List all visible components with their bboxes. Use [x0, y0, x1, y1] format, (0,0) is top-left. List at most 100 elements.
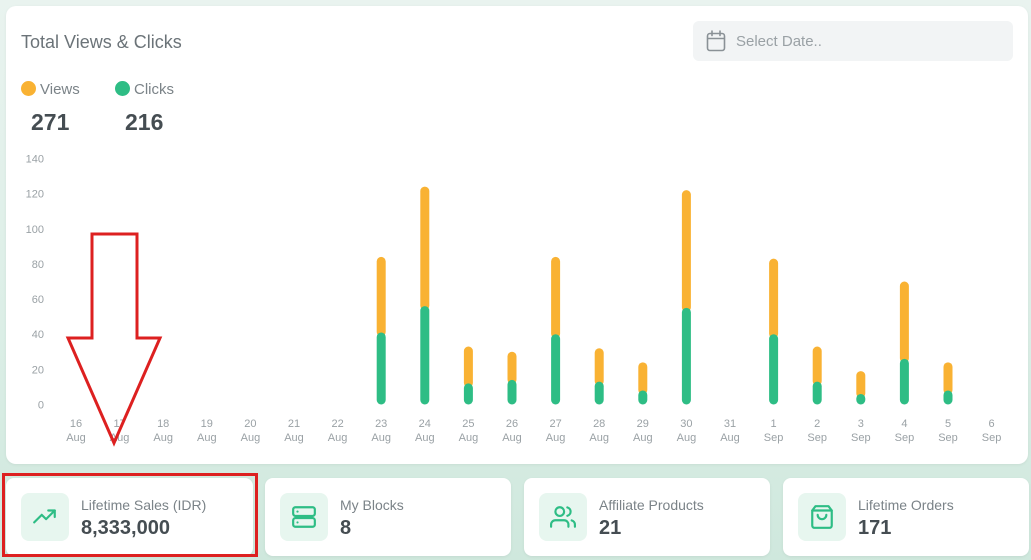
- x-tick-month: Sep: [982, 432, 1002, 444]
- views-bar[interactable]: [681, 190, 691, 312]
- views-bar[interactable]: [899, 281, 909, 363]
- x-tick-month: Aug: [546, 432, 566, 444]
- y-tick-label: 40: [32, 329, 44, 341]
- legend-clicks-label: Clicks: [134, 81, 174, 98]
- clicks-bar[interactable]: [812, 381, 822, 405]
- y-tick-label: 120: [26, 189, 44, 201]
- stat-label: My Blocks: [340, 497, 404, 513]
- y-tick-label: 60: [32, 294, 44, 306]
- views-bar[interactable]: [638, 362, 648, 395]
- x-tick-month: Aug: [633, 432, 653, 444]
- views-bar[interactable]: [943, 362, 953, 395]
- y-tick-label: 0: [38, 400, 44, 412]
- bar-chart: 0 20 40 60 80 100 120 140 16 Aug 17 Aug 18 Aug 19 Aug 20…: [26, 154, 1002, 445]
- x-tick-month: Sep: [764, 432, 784, 444]
- views-total: 271: [31, 109, 70, 135]
- x-tick-month: Aug: [241, 432, 261, 444]
- users-icon: [539, 493, 587, 541]
- y-tick-label: 20: [32, 364, 44, 376]
- clicks-bar[interactable]: [463, 383, 473, 405]
- x-tick-month: Aug: [720, 432, 740, 444]
- stat-value: 171: [858, 517, 892, 539]
- stat-label: Lifetime Sales (IDR): [81, 497, 207, 513]
- y-tick-label: 140: [26, 154, 44, 166]
- x-tick-month: Aug: [110, 432, 130, 444]
- x-tick-month: Aug: [284, 432, 304, 444]
- trending-up-icon: [21, 493, 69, 541]
- stat-card-lifetime-orders[interactable]: Lifetime Orders 171: [783, 478, 1029, 556]
- clicks-bar[interactable]: [420, 306, 430, 405]
- x-tick-month: Aug: [459, 432, 479, 444]
- clicks-bar[interactable]: [856, 393, 866, 405]
- x-tick-day: 4: [901, 418, 907, 430]
- x-tick-day: 29: [637, 418, 649, 430]
- clicks-bar[interactable]: [681, 307, 691, 405]
- stat-value: 8,333,000: [81, 517, 170, 539]
- views-bar[interactable]: [420, 186, 430, 311]
- x-tick-month: Sep: [938, 432, 958, 444]
- x-tick-day: 21: [288, 418, 300, 430]
- x-tick-day: 18: [157, 418, 169, 430]
- stat-value: 8: [340, 517, 352, 539]
- x-tick-day: 3: [858, 418, 864, 430]
- stat-card-my-blocks[interactable]: My Blocks 8: [265, 478, 511, 556]
- y-tick-label: 100: [26, 224, 44, 236]
- x-tick-month: Aug: [153, 432, 173, 444]
- x-tick-day: 5: [945, 418, 951, 430]
- y-tick-label: 80: [32, 259, 44, 271]
- x-tick-month: Aug: [677, 432, 697, 444]
- views-bar[interactable]: [769, 258, 779, 339]
- x-tick-month: Sep: [851, 432, 871, 444]
- x-tick-day: 22: [331, 418, 343, 430]
- views-clicks-card: Total Views & Clicks Select Date.. Views…: [6, 6, 1028, 464]
- clicks-bar[interactable]: [769, 334, 779, 405]
- x-tick-month: Aug: [415, 432, 435, 444]
- x-tick-month: Aug: [328, 432, 348, 444]
- x-tick-day: 30: [680, 418, 692, 430]
- x-tick-day: 17: [113, 418, 125, 430]
- views-bar[interactable]: [594, 348, 604, 386]
- views-bar[interactable]: [856, 371, 866, 398]
- x-tick-day: 28: [593, 418, 605, 430]
- x-tick-day: 2: [814, 418, 820, 430]
- x-tick-day: 16: [70, 418, 82, 430]
- x-tick-day: 19: [201, 418, 213, 430]
- clicks-bar[interactable]: [594, 381, 604, 405]
- views-dot: [21, 81, 36, 96]
- calendar-icon: [706, 30, 726, 57]
- clicks-total: 216: [125, 109, 164, 135]
- clicks-bar[interactable]: [551, 334, 561, 405]
- legend-views-label: Views: [40, 81, 80, 98]
- x-tick-month: Aug: [371, 432, 391, 444]
- stat-card-lifetime-sales[interactable]: Lifetime Sales (IDR) 8,333,000: [6, 478, 253, 556]
- clicks-bar[interactable]: [638, 390, 648, 405]
- clicks-bar[interactable]: [899, 358, 909, 405]
- views-bar[interactable]: [812, 346, 822, 386]
- stat-value: 21: [599, 517, 622, 539]
- x-tick-month: Aug: [66, 432, 86, 444]
- legend-views[interactable]: Views: [21, 81, 80, 98]
- views-bar[interactable]: [551, 256, 561, 339]
- stat-label: Lifetime Orders: [858, 497, 954, 513]
- stat-card-affiliate-products[interactable]: Affiliate Products 21: [524, 478, 770, 556]
- x-tick-day: 31: [724, 418, 736, 430]
- x-tick-day: 23: [375, 418, 387, 430]
- x-tick-day: 24: [419, 418, 431, 430]
- clicks-bar[interactable]: [943, 390, 953, 405]
- x-tick-day: 26: [506, 418, 518, 430]
- x-tick-month: Aug: [589, 432, 609, 444]
- views-bar[interactable]: [376, 256, 386, 337]
- clicks-bar[interactable]: [507, 379, 517, 405]
- views-bar[interactable]: [463, 346, 473, 388]
- shopping-bag-icon: [798, 493, 846, 541]
- x-tick-day: 27: [549, 418, 561, 430]
- views-bar[interactable]: [507, 351, 517, 384]
- date-picker[interactable]: Select Date..: [693, 21, 1013, 61]
- clicks-dot: [115, 81, 130, 96]
- clicks-bar[interactable]: [376, 332, 386, 405]
- server-icon: [280, 493, 328, 541]
- date-placeholder: Select Date..: [736, 33, 822, 50]
- x-tick-day: 20: [244, 418, 256, 430]
- legend-clicks[interactable]: Clicks: [115, 81, 174, 98]
- x-tick-month: Sep: [895, 432, 915, 444]
